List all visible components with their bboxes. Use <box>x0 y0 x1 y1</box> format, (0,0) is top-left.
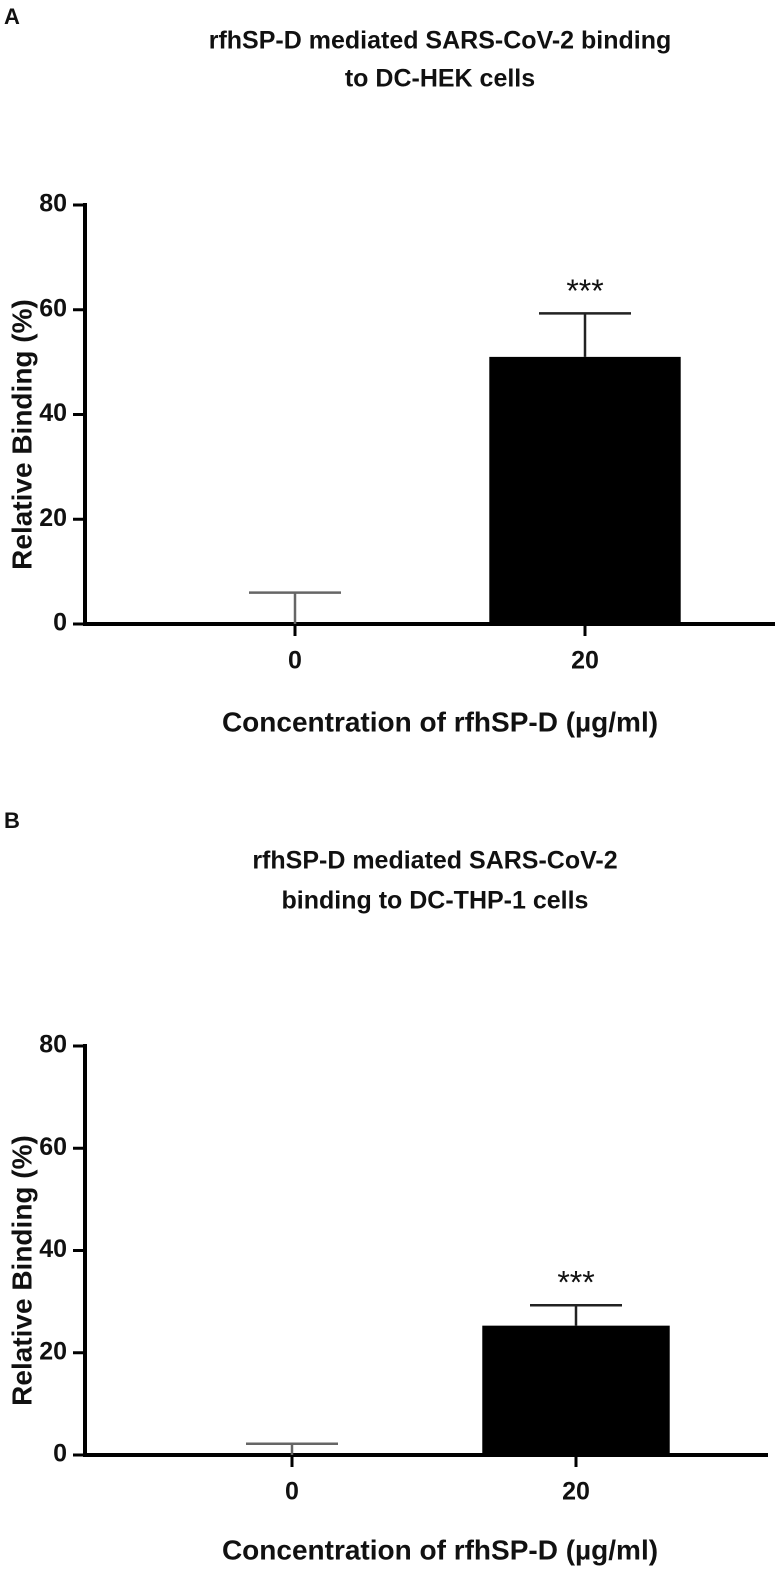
x-tick-label: 20 <box>562 1478 590 1506</box>
y-tick-label: 0 <box>53 609 67 637</box>
y-tick-label: 20 <box>39 504 67 532</box>
y-tick-label: 40 <box>39 1235 67 1263</box>
chart-title: rfhSP-D mediated SARS-CoV-2 <box>252 847 617 875</box>
significance: *** <box>557 1265 594 1301</box>
x-axis-title: Concentration of rfhSP-D (µg/ml) <box>222 706 658 737</box>
significance: *** <box>566 273 603 309</box>
y-tick-label: 60 <box>39 294 67 322</box>
x-tick-label: 20 <box>571 647 599 675</box>
chart-title: to DC-HEK cells <box>345 65 535 93</box>
y-tick-label: 40 <box>39 399 67 427</box>
y-tick-label: 20 <box>39 1337 67 1365</box>
y-axis-title: Relative Binding (%) <box>6 1135 37 1406</box>
y-tick-label: 80 <box>39 1031 67 1059</box>
chart-title: rfhSP-D mediated SARS-CoV-2 binding <box>209 27 672 55</box>
y-tick-label: 60 <box>39 1133 67 1161</box>
panel-label: B <box>4 808 20 833</box>
y-tick-label: 80 <box>39 190 67 218</box>
chart-title: binding to DC-THP-1 cells <box>282 887 589 915</box>
x-axis-title: Concentration of rfhSP-D (µg/ml) <box>222 1534 658 1565</box>
x-tick-label: 0 <box>288 647 302 675</box>
x-tick-label: 0 <box>285 1478 299 1506</box>
panel-label: A <box>4 4 20 29</box>
bar <box>482 1325 670 1455</box>
y-axis-title: Relative Binding (%) <box>6 299 37 570</box>
bar <box>489 356 681 624</box>
y-tick-label: 0 <box>53 1440 67 1468</box>
